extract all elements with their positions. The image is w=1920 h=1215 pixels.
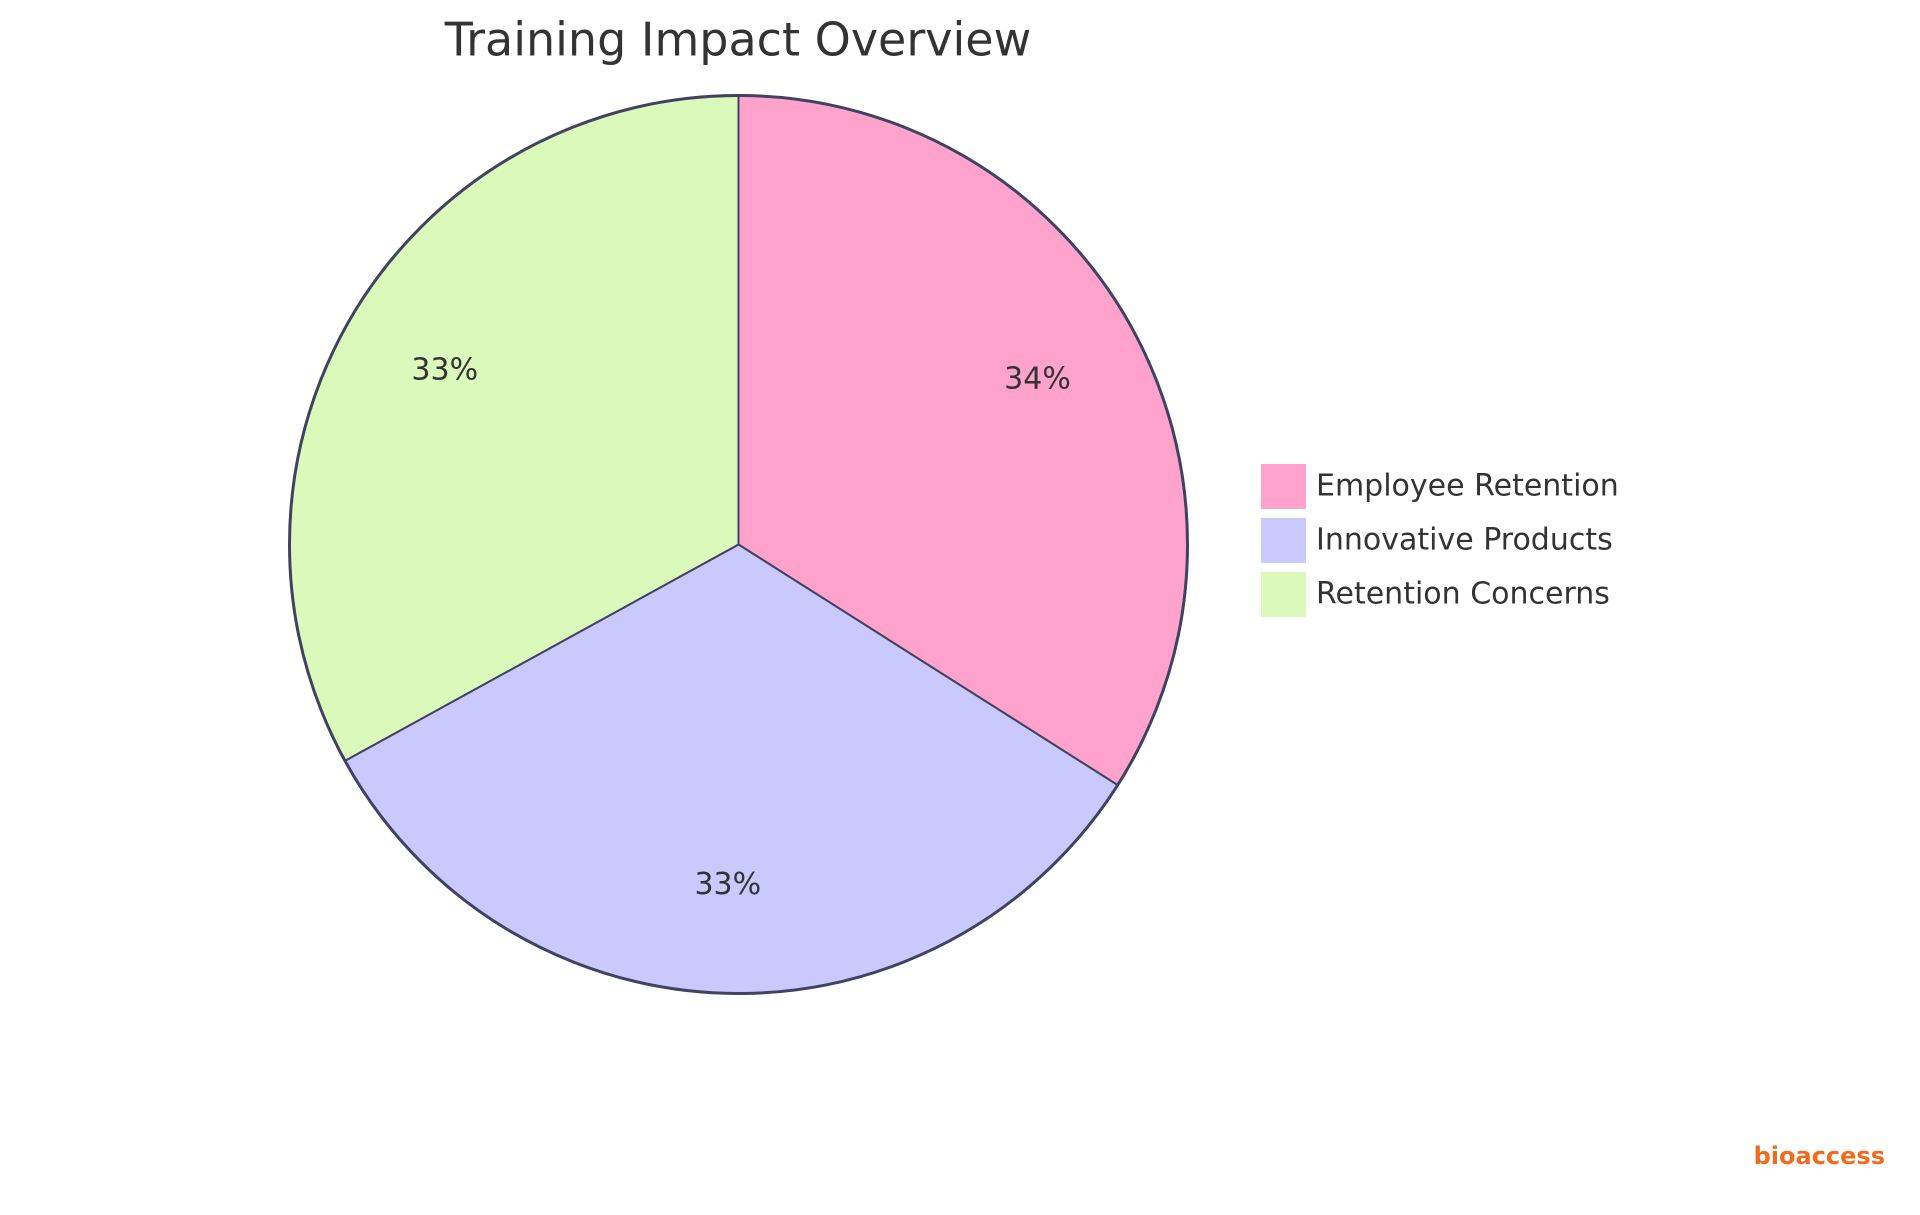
legend-swatch <box>1261 572 1306 617</box>
slice-label: 33% <box>694 867 761 902</box>
legend-swatch <box>1261 464 1306 509</box>
legend-label: Employee Retention <box>1316 469 1619 504</box>
legend-label: Retention Concerns <box>1316 577 1610 612</box>
pie-outline <box>288 94 1189 995</box>
legend-swatch <box>1261 518 1306 563</box>
watermark: bioaccess <box>1754 1142 1885 1170</box>
slice-label: 33% <box>411 352 478 387</box>
chart-title: Training Impact Overview <box>444 13 1031 67</box>
legend-label: Innovative Products <box>1316 523 1613 558</box>
slice-label: 34% <box>1004 362 1071 397</box>
